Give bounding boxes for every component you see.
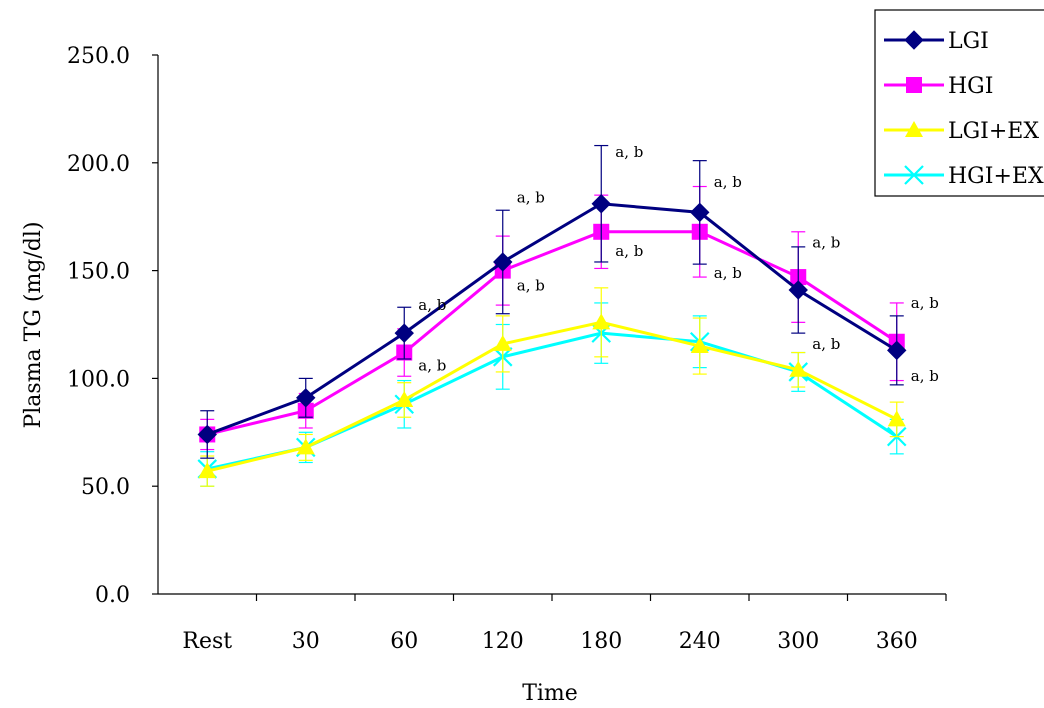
x-tick-label: 180 [580,629,622,654]
annotation-label: a, b [418,296,446,314]
data-point [395,390,414,407]
x-tick-label: 360 [876,629,918,654]
x-tick-label: 300 [777,629,819,654]
diamond-marker [690,202,710,223]
data-point [197,424,217,445]
diamond-marker [394,323,414,343]
y-tick-label: 50.0 [81,475,130,500]
triangle-marker [395,390,414,407]
diamond-marker [296,388,316,408]
data-point [690,337,709,354]
data-point [788,280,808,300]
data-point [887,340,907,361]
diamond-marker [493,252,513,272]
x-tick-label: 120 [482,629,524,654]
x-tick-label: 240 [679,629,721,654]
x-tick-label: 60 [390,629,418,654]
chart-series [197,144,907,487]
chart-legend: LGI HGI LGI+EX HGI+EX [874,9,1044,197]
series-lgi [197,144,907,459]
series-line [206,230,898,436]
x-tick-label: 30 [292,629,320,654]
legend-marker [905,121,923,137]
x-axis-title: Time [522,681,578,706]
data-point [198,462,217,479]
legend-label: HGI [948,74,993,99]
data-point [296,388,316,408]
series-line [206,202,898,436]
data-point [493,252,513,272]
series-line [206,320,898,473]
triangle-marker [592,313,611,330]
triangle-marker [296,438,315,455]
legend-marker [904,30,924,50]
data-point [690,202,710,223]
legend-label: HGI+EX [948,164,1044,189]
annotation-label: a, b [418,356,446,374]
series-lgi-ex [198,287,906,487]
y-tick-label: 100.0 [67,367,130,392]
data-point [493,334,512,351]
legend-marker [904,165,924,185]
triangle-marker [198,462,217,479]
annotation-label: a, b [812,335,840,353]
data-point [887,410,906,427]
annotation-label: a, b [517,277,545,295]
legend-marker [906,77,922,93]
triangle-marker [493,334,512,351]
data-point [789,360,808,377]
data-point [296,438,315,455]
diamond-marker [591,194,611,214]
annotation-label: a, b [615,242,643,260]
legend-label: LGI [948,29,989,54]
y-tick-label: 250.0 [67,44,130,69]
annotation-label: a, b [911,294,939,312]
y-axis-title: Plasma TG (mg/dl) [21,221,46,428]
series-hgi [199,185,905,451]
annotation-label: a, b [812,234,840,252]
annotation-label: a, b [517,188,545,206]
diamond-marker [788,280,808,300]
data-point [394,323,414,343]
triangle-marker [789,360,808,377]
diamond-marker [887,340,907,361]
annotation-label: a, b [615,143,643,161]
triangle-marker [887,410,906,427]
triangle-marker [905,121,923,137]
data-point [592,313,611,330]
annotation-label: a, b [714,264,742,282]
y-tick-label: 200.0 [67,152,130,177]
x-tick-label: Rest [182,629,232,654]
y-tick-label: 0.0 [95,583,130,608]
annotation-label: a, b [714,173,742,191]
diamond-marker [904,30,924,50]
legend-label: LGI+EX [948,119,1039,144]
x-marker-stroke [904,165,924,185]
y-tick-label: 150.0 [67,260,130,285]
data-point [591,194,611,214]
annotation-label: a, b [911,367,939,385]
triangle-marker [690,337,709,354]
chart-axes: 0.0 50.0 100.0 150.0 200.0 250.0 Rest 30 60 120 18… [67,44,947,654]
chart-annotations: a, b a, b a, b a, b a, b a, b a, b a, b a, b a, b… [418,143,939,385]
square-marker [906,77,922,93]
diamond-marker [197,424,217,445]
